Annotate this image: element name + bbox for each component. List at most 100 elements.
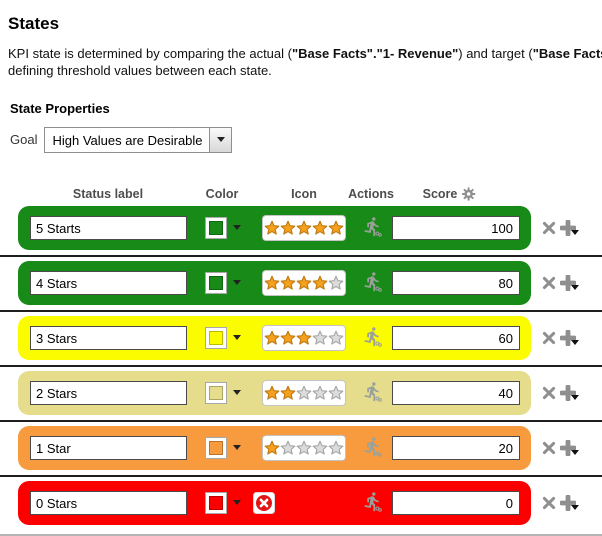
status-label-input[interactable] xyxy=(30,271,187,295)
state-icon-stars[interactable] xyxy=(263,436,345,460)
delete-row-button[interactable] xyxy=(542,331,556,345)
add-row-button[interactable] xyxy=(559,274,579,292)
state-icon-cancel[interactable] xyxy=(252,491,276,515)
color-chevron-down-icon[interactable] xyxy=(233,225,241,230)
state-pill xyxy=(18,371,531,415)
delete-row-button[interactable] xyxy=(542,441,556,455)
actions-runner-icon[interactable] xyxy=(362,381,383,407)
x-cross-icon xyxy=(542,331,556,345)
row-separator xyxy=(0,255,602,257)
header-score-label: Score xyxy=(422,187,458,201)
color-swatch[interactable] xyxy=(205,492,227,514)
score-input[interactable] xyxy=(392,436,520,460)
chevron-down-icon xyxy=(216,137,225,142)
color-swatch[interactable] xyxy=(205,327,227,349)
color-swatch[interactable] xyxy=(205,272,227,294)
chevron-down-icon xyxy=(571,285,579,290)
status-label-input[interactable] xyxy=(30,436,187,460)
state-pill xyxy=(18,426,531,470)
state-icon-stars[interactable] xyxy=(263,326,345,350)
score-settings-gear-icon[interactable] xyxy=(461,187,476,201)
status-label-input[interactable] xyxy=(30,216,187,240)
score-input[interactable] xyxy=(392,216,520,240)
row-separator xyxy=(0,365,602,367)
goal-dropdown[interactable]: High Values are Desirable xyxy=(44,126,233,153)
status-label-input[interactable] xyxy=(30,491,187,515)
x-cross-icon xyxy=(542,441,556,455)
chevron-down-icon xyxy=(571,505,579,510)
x-cross-icon xyxy=(542,276,556,290)
delete-row-button[interactable] xyxy=(542,496,556,510)
actions-runner-icon[interactable] xyxy=(362,271,383,297)
row-separator xyxy=(0,420,602,422)
goal-row: Goal High Values are Desirable xyxy=(10,126,602,153)
plus-icon xyxy=(559,329,577,347)
state-row xyxy=(0,261,602,316)
chevron-down-icon xyxy=(233,335,241,340)
state-properties-heading: State Properties xyxy=(10,101,110,116)
state-pill xyxy=(18,316,531,360)
chevron-down-icon xyxy=(233,225,241,230)
state-row xyxy=(0,206,602,261)
state-icon-stars[interactable] xyxy=(263,381,345,405)
color-chevron-down-icon[interactable] xyxy=(233,280,241,285)
header-score: Score xyxy=(423,187,476,201)
plus-icon xyxy=(559,439,577,457)
add-row-button[interactable] xyxy=(559,329,579,347)
color-chevron-down-icon[interactable] xyxy=(233,390,241,395)
actions-runner-icon[interactable] xyxy=(362,216,383,242)
goal-dropdown-value: High Values are Desirable xyxy=(52,132,203,148)
state-row xyxy=(0,371,602,426)
row-separator xyxy=(0,310,602,312)
description: KPI state is determined by comparing the… xyxy=(8,45,602,79)
color-swatch-fill xyxy=(209,386,223,400)
chevron-down-icon xyxy=(233,500,241,505)
goal-label: Goal xyxy=(10,132,38,147)
state-icon-stars[interactable] xyxy=(263,271,345,295)
header-color: Color xyxy=(205,187,239,201)
actions-runner-icon[interactable] xyxy=(362,326,383,352)
color-chevron-down-icon[interactable] xyxy=(233,500,241,505)
x-cross-icon xyxy=(542,496,556,510)
chevron-down-icon xyxy=(233,390,241,395)
score-input[interactable] xyxy=(392,491,520,515)
description-line2: defining threshold values between each s… xyxy=(8,63,272,78)
state-pill xyxy=(18,206,531,250)
page-title: States xyxy=(8,14,60,33)
x-cross-icon xyxy=(542,221,556,235)
plus-icon xyxy=(559,494,577,512)
color-swatch[interactable] xyxy=(205,382,227,404)
state-icon-stars[interactable] xyxy=(263,216,345,240)
add-row-button[interactable] xyxy=(559,219,579,237)
goal-dropdown-button[interactable] xyxy=(209,127,232,152)
state-rows xyxy=(0,206,602,536)
row-separator xyxy=(0,475,602,477)
color-swatch[interactable] xyxy=(205,437,227,459)
score-input[interactable] xyxy=(392,271,520,295)
color-swatch-fill xyxy=(209,496,223,510)
score-input[interactable] xyxy=(392,381,520,405)
add-row-button[interactable] xyxy=(559,384,579,402)
status-label-input[interactable] xyxy=(30,381,187,405)
actions-runner-icon[interactable] xyxy=(362,491,383,517)
add-row-button[interactable] xyxy=(559,439,579,457)
chevron-down-icon xyxy=(571,230,579,235)
chevron-down-icon xyxy=(233,280,241,285)
plus-icon xyxy=(559,219,577,237)
color-swatch[interactable] xyxy=(205,217,227,239)
header-actions: Actions xyxy=(348,187,394,201)
color-chevron-down-icon[interactable] xyxy=(233,335,241,340)
plus-icon xyxy=(559,384,577,402)
actions-runner-icon[interactable] xyxy=(362,436,383,462)
score-input[interactable] xyxy=(392,326,520,350)
chevron-down-icon xyxy=(571,395,579,400)
delete-row-button[interactable] xyxy=(542,386,556,400)
delete-row-button[interactable] xyxy=(542,276,556,290)
add-row-button[interactable] xyxy=(559,494,579,512)
state-row xyxy=(0,426,602,481)
state-pill xyxy=(18,481,531,525)
status-label-input[interactable] xyxy=(30,326,187,350)
delete-row-button[interactable] xyxy=(542,221,556,235)
color-chevron-down-icon[interactable] xyxy=(233,445,241,450)
